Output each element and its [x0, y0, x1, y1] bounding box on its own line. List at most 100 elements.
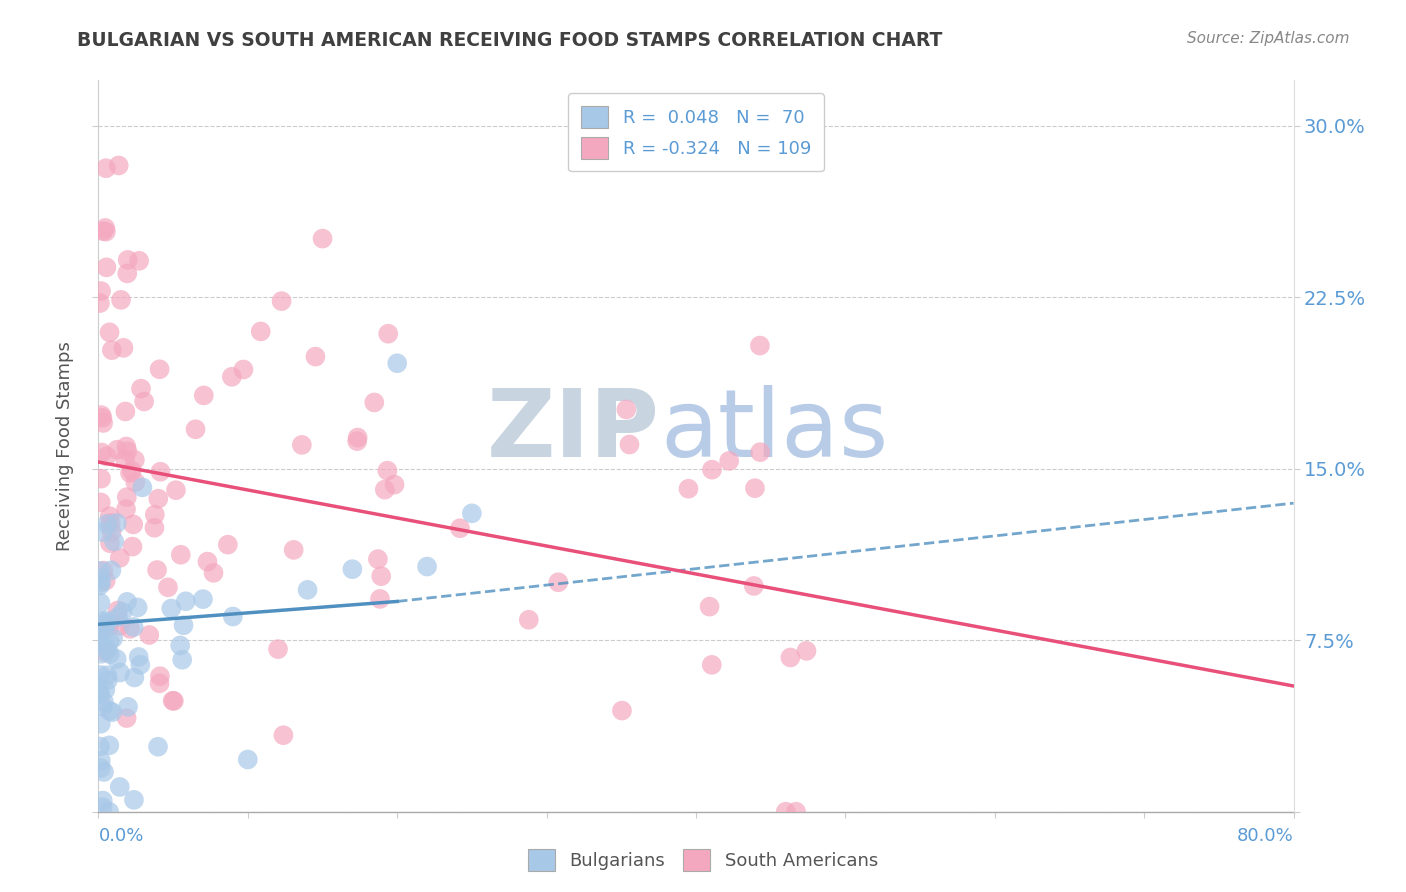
Legend: R =  0.048   N =  70, R = -0.324   N = 109: R = 0.048 N = 70, R = -0.324 N = 109	[568, 93, 824, 171]
Point	[105, 652, 128, 666]
Point	[367, 552, 389, 566]
Point	[96, 516, 118, 531]
Point	[94, 221, 117, 235]
Point	[89, 622, 111, 636]
Point	[193, 388, 215, 402]
Point	[699, 599, 721, 614]
Point	[90, 716, 112, 731]
Point	[107, 158, 129, 172]
Point	[160, 601, 183, 615]
Point	[370, 569, 392, 583]
Point	[117, 252, 139, 267]
Point	[96, 260, 118, 275]
Point	[547, 575, 569, 590]
Text: BULGARIAN VS SOUTH AMERICAN RECEIVING FOOD STAMPS CORRELATION CHART: BULGARIAN VS SOUTH AMERICAN RECEIVING FO…	[77, 31, 942, 50]
Point	[124, 453, 146, 467]
Point	[91, 636, 114, 650]
Point	[197, 555, 219, 569]
Point	[112, 341, 135, 355]
Point	[89, 686, 111, 700]
Point	[267, 642, 290, 657]
Point	[127, 600, 149, 615]
Point	[678, 482, 700, 496]
Point	[94, 574, 117, 588]
Point	[149, 669, 172, 683]
Point	[114, 452, 136, 467]
Point	[94, 619, 117, 633]
Point	[108, 780, 131, 794]
Point	[118, 466, 141, 480]
Point	[90, 761, 112, 775]
Point	[90, 754, 112, 768]
Point	[149, 362, 172, 376]
Point	[146, 563, 169, 577]
Point	[89, 631, 111, 645]
Point	[94, 225, 117, 239]
Point	[148, 491, 170, 506]
Point	[377, 326, 399, 341]
Point	[90, 408, 112, 422]
Point	[122, 793, 145, 807]
Point	[101, 343, 124, 358]
Point	[90, 284, 112, 298]
Point	[98, 536, 121, 550]
Point	[115, 440, 138, 454]
Point	[129, 657, 152, 672]
Point	[110, 293, 132, 307]
Text: ZIP: ZIP	[488, 385, 661, 477]
Point	[98, 326, 121, 340]
Point	[156, 580, 179, 594]
Point	[461, 506, 484, 520]
Point	[100, 516, 122, 530]
Point	[283, 542, 305, 557]
Point	[90, 495, 112, 509]
Point	[98, 805, 121, 819]
Point	[236, 752, 259, 766]
Point	[377, 464, 399, 478]
Text: Source: ZipAtlas.com: Source: ZipAtlas.com	[1187, 31, 1350, 46]
Point	[342, 562, 364, 576]
Point	[98, 647, 121, 661]
Point	[744, 481, 766, 495]
Point	[416, 559, 439, 574]
Point	[614, 402, 637, 417]
Point	[117, 699, 139, 714]
Point	[121, 540, 143, 554]
Point	[98, 634, 121, 648]
Point	[101, 632, 124, 646]
Point	[90, 647, 112, 661]
Point	[129, 382, 152, 396]
Point	[98, 620, 121, 634]
Point	[89, 637, 111, 651]
Point	[96, 668, 118, 682]
Point	[96, 642, 118, 657]
Point	[138, 628, 160, 642]
Point	[273, 728, 295, 742]
Point	[311, 231, 333, 245]
Point	[89, 620, 111, 634]
Point	[222, 609, 245, 624]
Point	[184, 422, 207, 436]
Point	[249, 325, 271, 339]
Point	[91, 615, 114, 629]
Point	[94, 682, 117, 697]
Point	[93, 764, 115, 779]
Text: 80.0%: 80.0%	[1237, 827, 1294, 845]
Point	[90, 575, 112, 590]
Point	[122, 517, 145, 532]
Point	[91, 793, 114, 807]
Point	[148, 676, 170, 690]
Point	[163, 694, 186, 708]
Point	[108, 619, 131, 633]
Point	[98, 509, 121, 524]
Point	[217, 538, 239, 552]
Point	[107, 603, 129, 617]
Point	[124, 670, 146, 684]
Point	[742, 579, 765, 593]
Point	[115, 502, 138, 516]
Point	[101, 705, 124, 719]
Point	[517, 613, 540, 627]
Point	[346, 430, 368, 444]
Text: 0.0%: 0.0%	[98, 827, 143, 845]
Point	[89, 578, 111, 592]
